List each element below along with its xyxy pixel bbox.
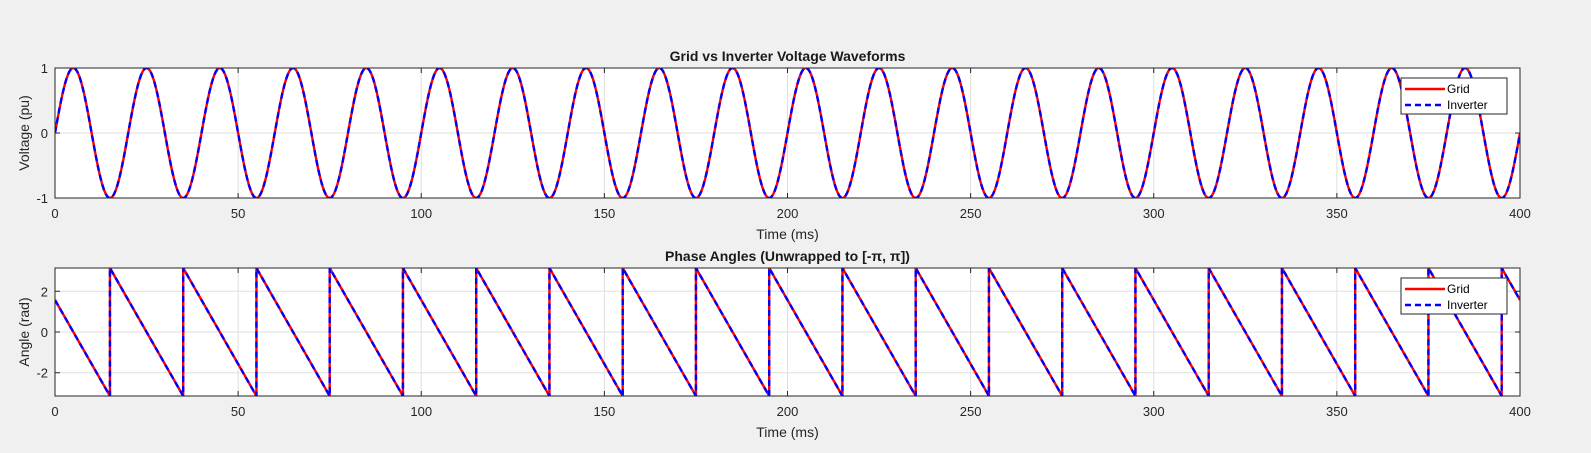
x-tick-label: 300 [1143,404,1165,419]
x-tick-label: 0 [51,404,58,419]
legend-label-grid: Grid [1447,282,1470,296]
legend: Grid Inverter [1400,77,1508,115]
x-tick-label: 350 [1326,206,1348,221]
legend-label-grid: Grid [1447,82,1470,96]
legend-box [1400,277,1508,315]
x-tick-label: 0 [51,206,58,221]
legend-box [1400,77,1508,115]
legend-label-inverter: Inverter [1447,298,1488,312]
y-axis-label: Voltage (pu) [16,95,32,171]
x-tick-label: 200 [777,404,799,419]
x-axis-label: Time (ms) [756,424,818,440]
x-tick-label: 100 [410,404,432,419]
x-tick-label: 250 [960,206,982,221]
chart-title: Phase Angles (Unwrapped to [-π, π]) [665,248,910,264]
x-tick-label: 400 [1509,206,1531,221]
y-axis-label: Angle (rad) [16,297,32,366]
x-tick-label: 50 [231,404,245,419]
y-tick-label: 0 [41,325,48,340]
y-tick-label: 2 [41,284,48,299]
x-tick-label: 350 [1326,404,1348,419]
legend-label-inverter: Inverter [1447,98,1488,112]
series-line-inverter [55,68,1520,198]
chart-title: Grid vs Inverter Voltage Waveforms [670,48,906,64]
x-tick-label: 100 [410,206,432,221]
y-tick-label: 0 [41,126,48,141]
legend: Grid Inverter [1400,277,1508,315]
x-axis-label: Time (ms) [756,226,818,242]
y-tick-label: -2 [36,366,48,381]
y-tick-label: 1 [41,61,48,76]
x-tick-label: 250 [960,404,982,419]
x-tick-label: 150 [594,206,616,221]
x-tick-label: 200 [777,206,799,221]
x-tick-label: 150 [594,404,616,419]
x-tick-label: 300 [1143,206,1165,221]
x-tick-label: 400 [1509,404,1531,419]
phase-axes: 0 50 100 150 200 250 300 350 400 -2 0 2 Phase Angles… [16,248,1531,440]
series-line-inverter [55,268,1520,396]
y-tick-label: -1 [36,191,48,206]
x-tick-label: 50 [231,206,245,221]
